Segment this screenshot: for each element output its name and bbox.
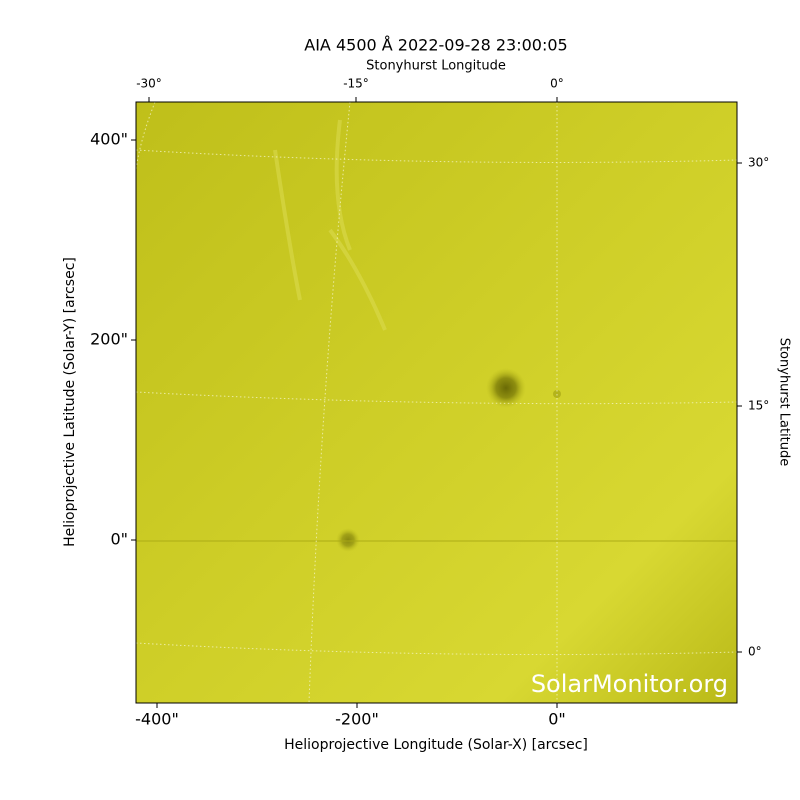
stonyhurst-grid	[135, 101, 738, 704]
x2-label: Stonyhurst Longitude	[366, 59, 506, 74]
x2-tick-label: -30°	[136, 77, 162, 91]
features	[136, 119, 737, 552]
y-tick-label: 0"	[110, 530, 128, 549]
x-tick-label: -400"	[135, 710, 179, 729]
watermark: SolarMonitor.org	[531, 670, 728, 698]
x-tick-label: -200"	[335, 710, 379, 729]
chart-title: AIA 4500 Å 2022-09-28 23:00:05	[304, 36, 567, 55]
x2-tick-label: 0°	[550, 77, 564, 91]
y2-tick-label: 0°	[748, 645, 762, 659]
y-tick-label: 400"	[90, 130, 128, 149]
y2-label: Stonyhurst Latitude	[777, 338, 792, 467]
y2-tick-label: 30°	[748, 156, 769, 170]
y-label: Helioprojective Latitude (Solar-Y) [arcs…	[62, 257, 78, 547]
y2-tick-label: 15°	[748, 399, 769, 413]
x2-tick-label: -15°	[343, 77, 369, 91]
x-tick-label: 0"	[548, 710, 566, 729]
x-label: Helioprojective Longitude (Solar-X) [arc…	[284, 737, 588, 753]
y-tick-label: 200"	[90, 330, 128, 349]
plot-frame	[135, 101, 738, 704]
